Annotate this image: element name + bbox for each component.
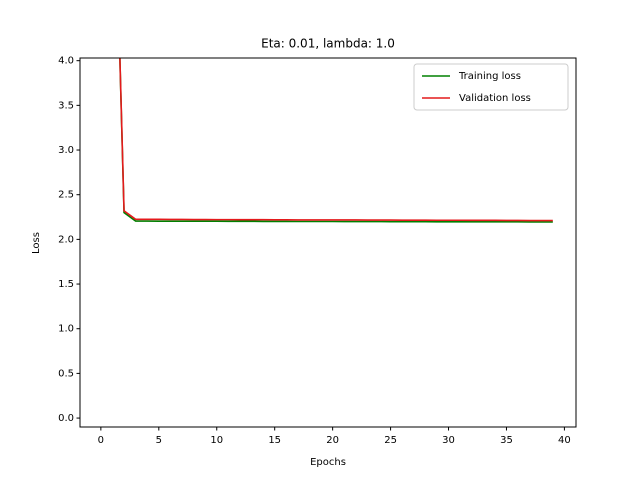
y-tick-label: 1.0 <box>58 324 74 335</box>
x-tick-label: 10 <box>210 435 223 446</box>
line <box>119 58 553 222</box>
y-tick-label: 2.0 <box>58 234 74 245</box>
x-tick-label: 5 <box>156 435 162 446</box>
y-tick-label: 3.5 <box>58 100 74 111</box>
x-tick-label: 15 <box>268 435 281 446</box>
y-tick-label: 3.0 <box>58 145 74 156</box>
y-tick-label: 0.5 <box>58 368 74 379</box>
x-tick-label: 20 <box>326 435 339 446</box>
x-tick-label: 25 <box>384 435 397 446</box>
axes-frame <box>79 57 577 428</box>
y-tick-label: 2.5 <box>58 190 74 201</box>
y-axis-label: Loss <box>31 232 42 254</box>
x-axis-label: Epochs <box>310 457 346 468</box>
x-tick-label: 40 <box>558 435 571 446</box>
x-tick-label: 30 <box>442 435 455 446</box>
x-tick-label: 35 <box>500 435 513 446</box>
legend-label: Validation loss <box>459 93 531 104</box>
y-tick-label: 1.5 <box>58 279 74 290</box>
plot-area <box>119 58 553 223</box>
line <box>119 58 553 223</box>
y-tick-label: 4.0 <box>58 56 74 67</box>
legend-label: Training loss <box>458 71 521 82</box>
y-tick-label: 0.0 <box>58 413 74 424</box>
legend-box <box>413 63 569 111</box>
x-tick-label: 0 <box>98 435 104 446</box>
chart-title: Eta: 0.01, lambda: 1.0 <box>261 37 395 51</box>
